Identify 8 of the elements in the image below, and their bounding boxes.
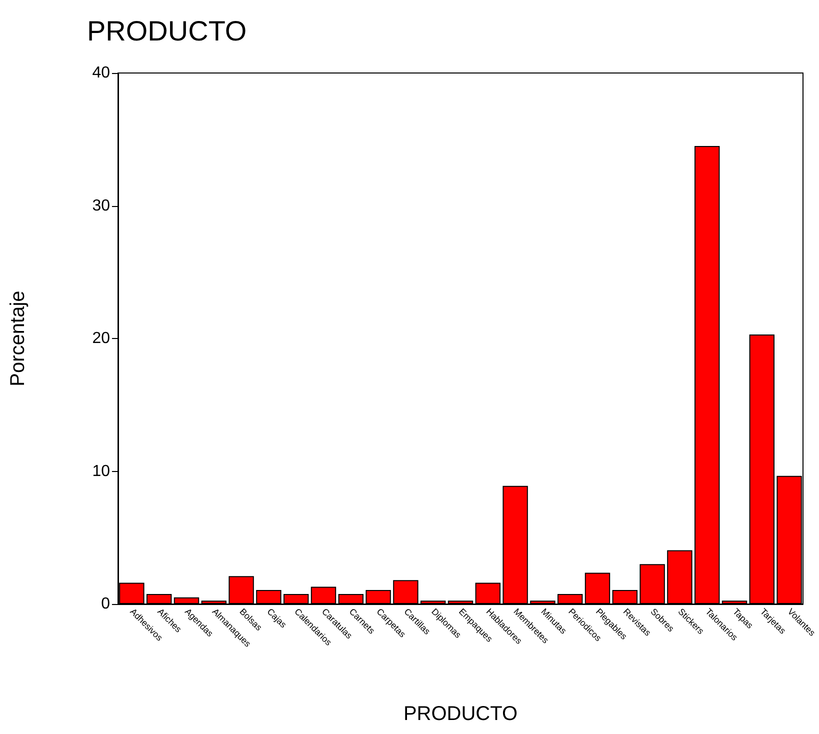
y-tick-label: 0 bbox=[101, 596, 110, 612]
y-tick-label: 10 bbox=[92, 462, 110, 480]
x-axis-title: PRODUCTO bbox=[403, 703, 518, 725]
y-axis-title: Porcentaje bbox=[7, 290, 29, 386]
y-tick-label: 20 bbox=[92, 330, 110, 347]
chart-title: PRODUCTO bbox=[87, 16, 247, 46]
y-tick-label: 30 bbox=[92, 197, 110, 214]
y-tick-label: 40 bbox=[92, 64, 110, 82]
